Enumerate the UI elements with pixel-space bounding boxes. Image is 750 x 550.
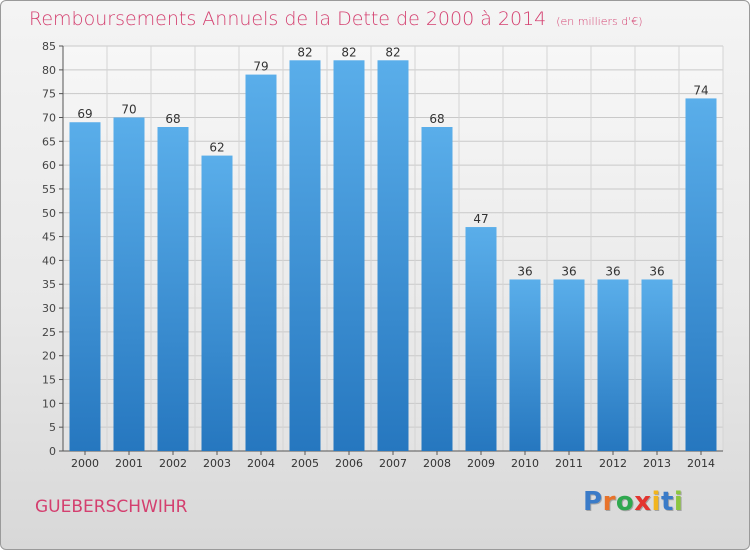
data-label-2010: 36 xyxy=(517,264,532,278)
y-tick-label: 35 xyxy=(42,278,56,291)
logo-letter: o xyxy=(615,487,635,517)
data-label-2012: 36 xyxy=(605,264,620,278)
y-tick-label: 40 xyxy=(42,254,56,267)
logo-letter: i xyxy=(673,487,684,517)
y-tick-label: 45 xyxy=(42,231,56,244)
x-tick-label-2001: 2001 xyxy=(115,457,143,470)
commune-name: GUEBERSCHWIHR xyxy=(35,497,188,517)
x-tick-label-2007: 2007 xyxy=(379,457,407,470)
data-label-2005: 82 xyxy=(297,45,312,59)
y-tick-label: 0 xyxy=(49,445,56,458)
bars xyxy=(69,60,717,452)
x-tick-label-2002: 2002 xyxy=(159,457,187,470)
bar-2002 xyxy=(157,127,189,451)
bar-2012 xyxy=(597,279,629,451)
data-label-2003: 62 xyxy=(209,141,224,155)
data-labels: 69 70 68 62 79 82 82 82 68 47 36 36 36 36 74 xyxy=(77,45,708,278)
y-tick-label: 85 xyxy=(42,40,56,53)
bar-2007 xyxy=(377,60,409,451)
chart-title: Remboursements Annuels de la Dette de 20… xyxy=(29,8,643,30)
y-tick-label: 5 xyxy=(49,421,56,434)
x-tick-label-2013: 2013 xyxy=(643,457,671,470)
x-tick-label-2011: 2011 xyxy=(555,457,583,470)
y-tick-label: 75 xyxy=(42,88,56,101)
logo-letter: P xyxy=(583,487,603,517)
data-label-2009: 47 xyxy=(473,212,488,226)
y-tick-label: 25 xyxy=(42,326,56,339)
x-tick-label-2014: 2014 xyxy=(687,457,715,470)
logo-letter: i xyxy=(651,487,661,517)
y-tick-label: 50 xyxy=(42,207,56,220)
bar-2009 xyxy=(465,227,497,451)
y-tick-label: 20 xyxy=(42,350,56,363)
bar-2014 xyxy=(685,98,717,451)
bar-2013 xyxy=(641,279,673,451)
y-tick-label: 55 xyxy=(42,183,56,196)
bar-2004 xyxy=(245,74,277,452)
x-tick-label-2009: 2009 xyxy=(467,457,495,470)
data-label-2011: 36 xyxy=(561,264,576,278)
x-tick-label-2006: 2006 xyxy=(335,457,363,470)
x-tick-label-2000: 2000 xyxy=(71,457,99,470)
x-tick-label-2012: 2012 xyxy=(599,457,627,470)
logo-letter: t xyxy=(660,487,674,517)
data-label-2013: 36 xyxy=(649,264,664,278)
data-label-2006: 82 xyxy=(341,45,356,59)
chart-unit: (en milliers d'€) xyxy=(556,15,643,28)
y-tick-label: 60 xyxy=(42,159,56,172)
bar-2001 xyxy=(113,117,145,452)
y-tick-label: 15 xyxy=(42,374,56,387)
data-label-2008: 68 xyxy=(429,112,444,126)
x-tick-label-2008: 2008 xyxy=(423,457,451,470)
data-label-2002: 68 xyxy=(165,112,180,126)
bar-2000 xyxy=(69,122,101,451)
x-tick-label-2005: 2005 xyxy=(291,457,319,470)
data-label-2014: 74 xyxy=(693,83,708,97)
data-label-2000: 69 xyxy=(77,107,92,121)
data-label-2001: 70 xyxy=(121,102,136,116)
chart-title-text: Remboursements Annuels de la Dette de 20… xyxy=(29,8,547,30)
y-tick-label: 65 xyxy=(42,135,56,148)
data-label-2004: 79 xyxy=(253,60,268,74)
bar-2006 xyxy=(333,60,365,451)
logo-letter: x xyxy=(634,487,652,517)
data-label-2007: 82 xyxy=(385,45,400,59)
y-tick-label: 70 xyxy=(42,111,56,124)
y-tick-label: 80 xyxy=(42,64,56,77)
proxiti-logo[interactable]: Proxiti xyxy=(583,487,683,517)
x-tick-label-2004: 2004 xyxy=(247,457,275,470)
bar-2005 xyxy=(289,60,321,451)
bar-2010 xyxy=(509,279,541,451)
y-tick-label: 10 xyxy=(42,397,56,410)
bar-2003 xyxy=(201,155,233,451)
bar-2011 xyxy=(553,279,585,451)
logo-letter: r xyxy=(602,487,616,517)
bar-2008 xyxy=(421,127,453,451)
y-tick-label: 30 xyxy=(42,302,56,315)
x-tick-label-2010: 2010 xyxy=(511,457,539,470)
x-tick-label-2003: 2003 xyxy=(203,457,231,470)
